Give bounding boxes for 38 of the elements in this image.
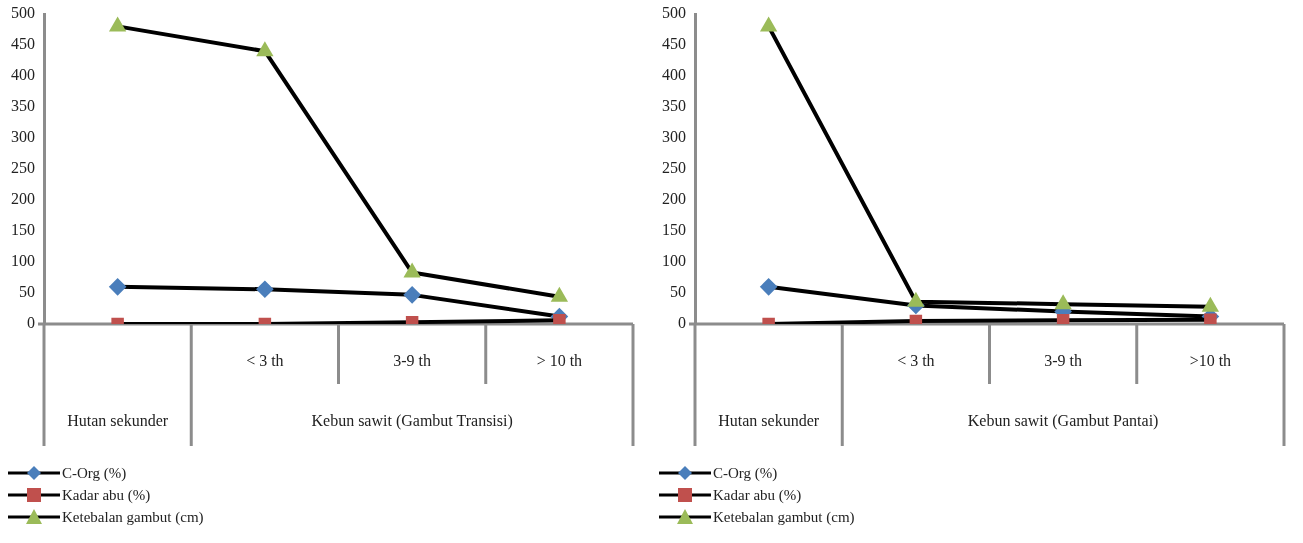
y-tick-label: 350 xyxy=(11,97,35,115)
text: Kebun sawit (Gambut Transisi) xyxy=(311,412,513,431)
y-tick-label: 250 xyxy=(11,159,35,177)
legend-label: C-Org (%) xyxy=(62,464,127,482)
legend-label: Ketebalan gambut (cm) xyxy=(62,508,204,526)
y-tick-label: 250 xyxy=(662,159,686,177)
y-tick-label: 200 xyxy=(11,190,35,208)
legend-label: Kadar abu (%) xyxy=(62,486,151,504)
y-tick-label: 300 xyxy=(662,128,686,146)
x-tick-label: 3-9 th xyxy=(393,352,432,370)
y-tick-label: 150 xyxy=(11,221,35,239)
y-tick-label: 400 xyxy=(662,66,686,84)
x-tick-label: 3-9 th xyxy=(1044,352,1083,370)
y-tick-label: 100 xyxy=(11,252,35,270)
x-tick-label: < 3 th xyxy=(897,352,935,370)
y-tick-label: 150 xyxy=(662,221,686,239)
y-tick-label: 450 xyxy=(11,35,35,53)
legend-label: C-Org (%) xyxy=(713,464,778,482)
text: Kebun sawit (Gambut Pantai) xyxy=(967,412,1159,431)
y-tick-label: 500 xyxy=(662,4,686,22)
y-tick-label: 100 xyxy=(662,252,686,270)
legend-label: Kadar abu (%) xyxy=(713,486,802,504)
y-tick-label: 500 xyxy=(11,4,35,22)
y-tick-label: 450 xyxy=(662,35,686,53)
y-tick-label: 200 xyxy=(662,190,686,208)
y-tick-label: 0 xyxy=(678,314,686,332)
text: Hutan sekunder xyxy=(67,412,169,430)
y-tick-label: 300 xyxy=(11,128,35,146)
legend-label: Ketebalan gambut (cm) xyxy=(713,508,855,526)
x-tick-label: > 10 th xyxy=(536,352,583,370)
y-tick-label: 50 xyxy=(670,283,686,301)
x-tick-label: < 3 th xyxy=(246,352,284,370)
x-tick-label: >10 th xyxy=(1189,352,1232,370)
y-tick-label: 400 xyxy=(11,66,35,84)
y-tick-label: 0 xyxy=(27,314,35,332)
y-tick-label: 50 xyxy=(19,283,35,301)
y-tick-label: 350 xyxy=(662,97,686,115)
text: Hutan sekunder xyxy=(718,412,820,430)
